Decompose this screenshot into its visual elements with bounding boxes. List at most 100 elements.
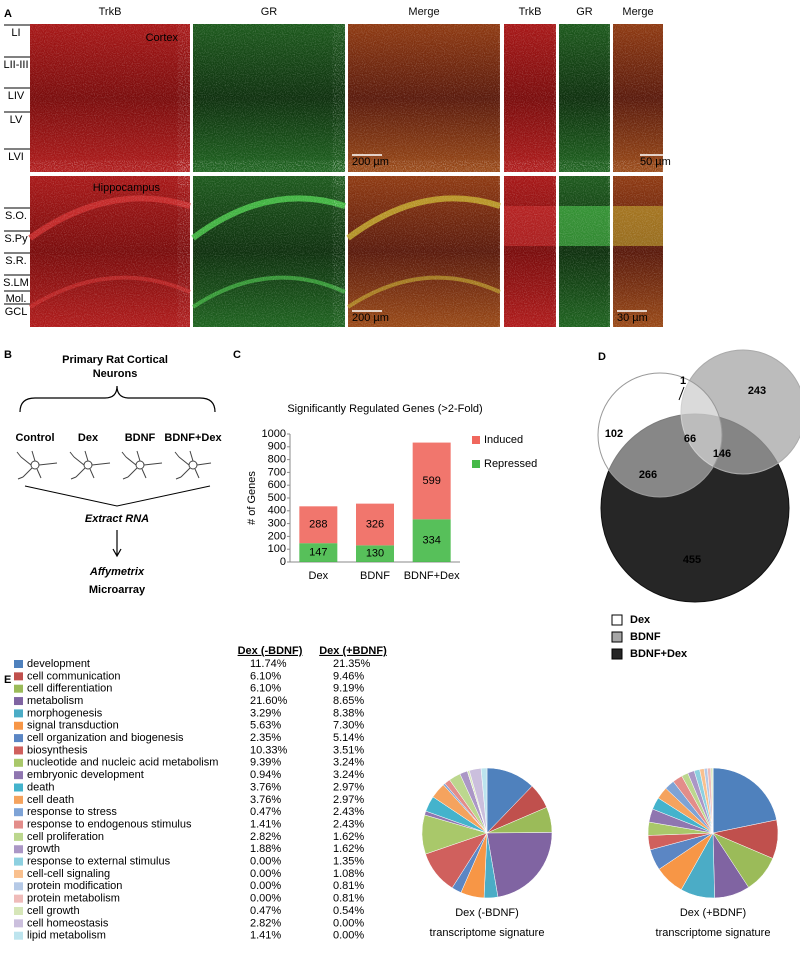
- percent-label: 2.43%: [333, 818, 364, 830]
- column-header: Dex (+BDNF): [319, 645, 387, 657]
- y-tick-label: 900: [268, 441, 286, 453]
- texture: [348, 176, 500, 327]
- category-label: response to external stimulus: [27, 856, 171, 868]
- legend-swatch: [14, 808, 23, 817]
- venn-pointer: [678, 386, 685, 401]
- y-tick-label: 400: [268, 505, 286, 517]
- legend-swatch: [14, 697, 23, 706]
- legend-swatch: [611, 631, 623, 643]
- texture: [193, 176, 345, 327]
- percent-label: 0.00%: [250, 880, 281, 892]
- pie-title: Dex (+BDNF): [680, 907, 746, 919]
- step-label: Extract RNA: [85, 513, 149, 525]
- percent-label: 3.76%: [250, 794, 281, 806]
- category-label: lipid metabolism: [27, 930, 106, 942]
- percent-label: 9.19%: [333, 683, 364, 695]
- category-label: cell homeostasis: [27, 917, 109, 929]
- layer-label: S.LM: [3, 277, 29, 289]
- legend-swatch: [14, 931, 23, 940]
- legend-label: BDNF: [630, 631, 661, 643]
- legend-swatch: [611, 648, 623, 660]
- venn-count: 243: [748, 385, 766, 397]
- legend-label: BDNF+Dex: [630, 648, 688, 660]
- texture: [559, 176, 610, 327]
- venn-count: 1: [680, 375, 686, 387]
- percent-label: 0.47%: [250, 905, 281, 917]
- percent-label: 6.10%: [250, 670, 281, 682]
- column-header: GR: [576, 6, 593, 18]
- column-header: Dex (-BDNF): [238, 645, 303, 657]
- panel-letter: A: [4, 8, 12, 20]
- legend-swatch: [611, 614, 623, 626]
- legend-swatch: [14, 660, 23, 668]
- venn-count: 66: [684, 433, 696, 445]
- percent-label: 7.30%: [333, 720, 364, 732]
- scale-bar-label: 50 µm: [640, 156, 671, 168]
- percent-label: 10.33%: [250, 744, 288, 756]
- value-label: 130: [366, 548, 384, 560]
- legend-swatch: [14, 907, 23, 915]
- texture: [504, 24, 556, 172]
- bar-segment: [299, 543, 338, 562]
- percent-label: 3.24%: [333, 769, 364, 781]
- bar-segment: [356, 545, 394, 562]
- platform-label: Affymetrix: [89, 566, 145, 578]
- category-label: cell communication: [27, 670, 121, 682]
- category-label: biosynthesis: [27, 744, 88, 756]
- y-tick-label: 800: [268, 454, 286, 466]
- legend-swatch: [14, 684, 23, 693]
- percent-label: 0.47%: [250, 806, 281, 818]
- percent-label: 2.43%: [333, 806, 364, 818]
- category-label: cell death: [27, 794, 74, 806]
- percent-label: 2.35%: [250, 732, 281, 744]
- percent-label: 2.97%: [333, 794, 364, 806]
- column-header: TrkB: [519, 6, 542, 18]
- category-label: embryonic development: [27, 769, 144, 781]
- percent-label: 5.14%: [333, 732, 364, 744]
- pie-slice: [486, 832, 553, 898]
- value-label: 288: [309, 519, 327, 531]
- texture: [30, 24, 190, 172]
- pie-subtitle: transcriptome signature: [430, 927, 545, 939]
- platform-label: Microarray: [89, 584, 146, 596]
- legend-label: Induced: [484, 434, 523, 446]
- value-label: 147: [309, 546, 327, 558]
- percent-label: 0.81%: [333, 893, 364, 905]
- pie-subtitle: transcriptome signature: [656, 927, 771, 939]
- condition-label: Dex: [78, 432, 99, 444]
- percent-label: 0.00%: [333, 917, 364, 929]
- layer-label: LII-III: [3, 59, 28, 71]
- category-label: cell organization and biogenesis: [27, 732, 184, 744]
- arrow: [112, 530, 122, 558]
- venn-count: 266: [639, 469, 657, 481]
- legend-swatch: [14, 771, 23, 780]
- texture: [348, 24, 500, 172]
- layer-label: S.O.: [5, 210, 27, 222]
- percent-label: 2.82%: [250, 831, 281, 843]
- percent-label: 0.81%: [333, 880, 364, 892]
- y-tick-label: 200: [268, 530, 286, 542]
- category-label: response to endogenous stimulus: [27, 818, 192, 830]
- percent-label: 6.10%: [250, 683, 281, 695]
- legend-swatch: [14, 721, 23, 730]
- percent-label: 8.38%: [333, 707, 364, 719]
- region-label: Cortex: [146, 32, 179, 44]
- percent-label: 0.94%: [250, 769, 281, 781]
- category-label: cell proliferation: [27, 831, 104, 843]
- y-tick-label: 600: [268, 479, 286, 491]
- texture: [30, 176, 190, 327]
- percent-label: 21.35%: [333, 658, 371, 670]
- category-label: cell-cell signaling: [27, 868, 110, 880]
- category-label: morphogenesis: [27, 707, 103, 719]
- category-label: nucleotide and nucleic acid metabolism: [27, 757, 218, 769]
- y-tick-label: 100: [268, 543, 286, 555]
- category-label: protein metabolism: [27, 893, 120, 905]
- legend-swatch: [14, 795, 23, 804]
- legend-swatch: [14, 746, 23, 755]
- layer-label: LIV: [8, 90, 25, 102]
- legend-swatch: [14, 820, 23, 829]
- legend-swatch: [14, 894, 23, 903]
- percent-label: 1.35%: [333, 856, 364, 868]
- layer-label: LVI: [8, 151, 24, 163]
- category-label: metabolism: [27, 695, 83, 707]
